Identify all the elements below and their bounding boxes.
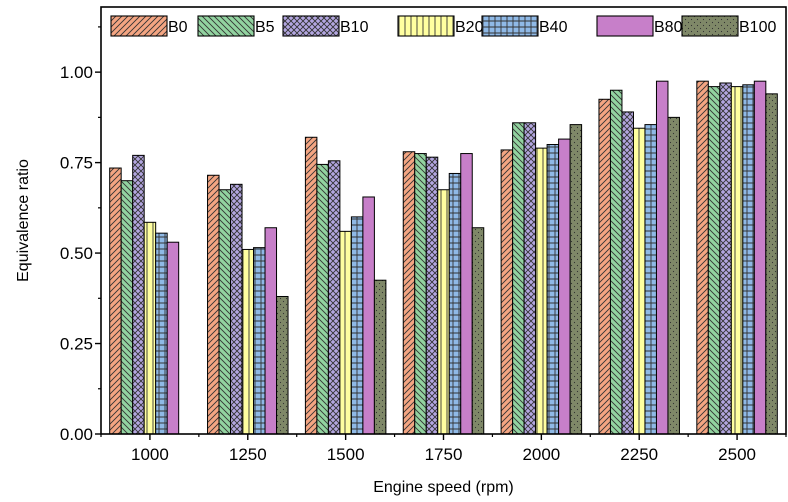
bar-b20-2250 bbox=[632, 127, 646, 435]
bar-b10-2250 bbox=[621, 111, 634, 435]
bar-b5-1250 bbox=[218, 189, 232, 435]
legend-swatch bbox=[596, 15, 654, 37]
y-axis: 0.00 0.25 0.50 0.75 1.00 bbox=[60, 26, 101, 444]
legend-label: B20 bbox=[455, 19, 484, 36]
bar-b0-2000 bbox=[500, 149, 514, 435]
bar-b80-2500 bbox=[753, 80, 767, 435]
bar-b10-1000 bbox=[132, 154, 145, 435]
legend-swatch bbox=[481, 15, 539, 37]
bar-b10-1250 bbox=[230, 183, 243, 435]
legend-swatch bbox=[282, 15, 340, 37]
bar-b10-2000 bbox=[523, 122, 537, 435]
bar-b20-1250 bbox=[241, 248, 255, 435]
y-tick-label: 0.25 bbox=[60, 335, 93, 354]
legend-label: B5 bbox=[255, 19, 275, 36]
bar-b20-2000 bbox=[535, 147, 548, 435]
bar-b80-1500 bbox=[362, 196, 375, 435]
y-tick-label: 0.50 bbox=[60, 244, 93, 263]
bar-b0-2250 bbox=[598, 98, 611, 435]
x-tick-label: 1500 bbox=[327, 445, 365, 464]
bar-b5-1500 bbox=[316, 163, 329, 435]
bar-b5-2500 bbox=[707, 86, 721, 435]
legend: B0 B5 B10 B20 B40 B80 B100 bbox=[110, 15, 776, 37]
legend-label: B10 bbox=[340, 19, 369, 36]
bar-b100-1250 bbox=[276, 295, 289, 435]
legend-item-b0: B0 bbox=[110, 15, 188, 37]
bar-b80-2000 bbox=[558, 138, 571, 435]
bar-b5-2250 bbox=[609, 89, 623, 435]
legend-label: B0 bbox=[168, 19, 188, 36]
bar-b0-1750 bbox=[402, 151, 416, 435]
bar-b40-1500 bbox=[350, 216, 364, 435]
legend-label: B100 bbox=[739, 19, 776, 36]
bar-b20-1500 bbox=[339, 230, 352, 435]
bar-b20-1750 bbox=[437, 189, 450, 435]
bar-b5-2000 bbox=[512, 122, 525, 435]
bar-b10-1500 bbox=[327, 160, 341, 435]
x-axis-title: Engine speed (rpm) bbox=[373, 479, 514, 496]
y-tick-label: 0.00 bbox=[60, 425, 93, 444]
bar-b5-1000 bbox=[120, 180, 134, 435]
bar-b40-2000 bbox=[546, 144, 560, 435]
y-axis-title: Equivalence ratio bbox=[15, 159, 32, 282]
legend-item-b20: B20 bbox=[397, 15, 484, 37]
x-tick-label: 2500 bbox=[718, 445, 756, 464]
bar-b5-1750 bbox=[414, 153, 427, 435]
y-tick-label: 0.75 bbox=[60, 154, 93, 173]
bar-b100-1750 bbox=[471, 227, 485, 435]
bar-b0-2500 bbox=[696, 80, 709, 435]
bar-b0-1000 bbox=[109, 167, 122, 435]
bar-b40-1000 bbox=[155, 232, 168, 435]
bar-b40-2500 bbox=[742, 84, 755, 435]
bar-b0-1500 bbox=[304, 136, 318, 435]
bar-b10-1750 bbox=[425, 156, 439, 435]
legend-swatch bbox=[681, 15, 739, 37]
bars-layer bbox=[109, 80, 778, 435]
bar-b40-1250 bbox=[253, 247, 266, 435]
x-tick-label: 1000 bbox=[131, 445, 169, 464]
bar-b80-2250 bbox=[655, 80, 669, 435]
legend-swatch bbox=[197, 15, 255, 37]
bar-b20-2500 bbox=[730, 86, 744, 435]
bar-b10-2500 bbox=[719, 82, 732, 435]
bar-b100-2500 bbox=[765, 93, 778, 435]
legend-item-b5: B5 bbox=[197, 15, 275, 37]
bar-b80-1750 bbox=[460, 153, 473, 435]
bar-b40-2250 bbox=[644, 124, 657, 435]
bar-b100-2000 bbox=[569, 124, 583, 435]
legend-swatch bbox=[110, 15, 168, 37]
x-tick-label: 2250 bbox=[620, 445, 658, 464]
x-axis: 1000 1250 1500 1750 2000 2250 2500 bbox=[100, 434, 787, 464]
bar-b20-1000 bbox=[143, 221, 157, 435]
bar-b80-1000 bbox=[166, 241, 180, 435]
x-tick-label: 1750 bbox=[425, 445, 463, 464]
bar-b100-2250 bbox=[667, 116, 680, 435]
legend-item-b100: B100 bbox=[681, 15, 776, 37]
bar-b40-1750 bbox=[448, 172, 462, 435]
x-tick-label: 2000 bbox=[522, 445, 560, 464]
legend-item-b10: B10 bbox=[282, 15, 369, 37]
legend-item-b40: B40 bbox=[481, 15, 568, 37]
legend-label: B80 bbox=[654, 19, 683, 36]
legend-item-b80: B80 bbox=[596, 15, 683, 37]
y-tick-label: 1.00 bbox=[60, 63, 93, 82]
bar-b80-1250 bbox=[264, 227, 278, 435]
legend-label: B40 bbox=[539, 19, 568, 36]
bar-b100-1500 bbox=[373, 279, 387, 435]
bar-b0-1250 bbox=[207, 174, 220, 435]
legend-swatch bbox=[397, 15, 455, 37]
x-tick-label: 1250 bbox=[229, 445, 267, 464]
